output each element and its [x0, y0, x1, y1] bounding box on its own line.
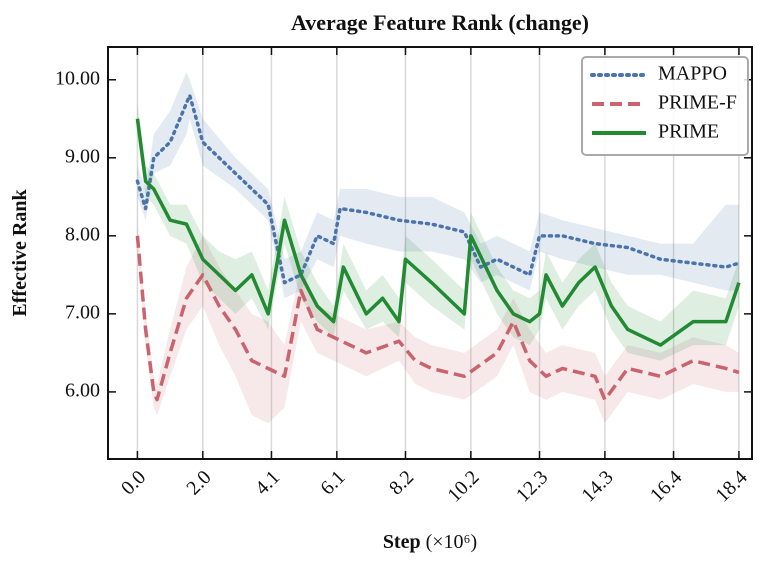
- y-tick-label: 6.00: [65, 379, 100, 401]
- legend-label: PRIME-F: [658, 92, 737, 114]
- legend-label: MAPPO: [658, 63, 727, 85]
- x-tick-label: 2.0: [182, 466, 215, 499]
- y-tick-label: 8.00: [65, 223, 100, 245]
- x-tick-label: 10.2: [443, 466, 483, 506]
- line: [135, 235, 740, 402]
- chart-title: Average Feature Rank (change): [291, 10, 589, 35]
- band: [137, 103, 739, 361]
- x-tick-label: 14.3: [577, 466, 617, 506]
- x-tick-label: 6.1: [316, 466, 349, 499]
- legend-label: PRIME: [658, 121, 719, 143]
- x-tick-label: 4.1: [251, 466, 284, 499]
- x-label: Step: [383, 531, 421, 553]
- x-label-unit: (×10⁶): [426, 531, 478, 553]
- x-tick-label: 18.4: [711, 466, 751, 506]
- x-tick-label: 8.2: [385, 466, 418, 499]
- line: [135, 93, 741, 285]
- x-tick-label: 12.3: [512, 466, 552, 506]
- y-tick-label: 10.00: [55, 67, 100, 89]
- y-tick-label: 7.00: [65, 301, 100, 323]
- y-axis-label: Effective Rank: [9, 189, 31, 317]
- x-tick-label: 16.4: [646, 466, 686, 506]
- band: [137, 71, 739, 299]
- x-axis-label: Step (×10⁶): [383, 531, 477, 553]
- x-tick-label: 0.0: [117, 466, 150, 499]
- plot-frame: [107, 46, 753, 460]
- y-tick-label: 9.00: [65, 145, 100, 167]
- legend-box: [581, 56, 749, 156]
- band: [137, 220, 739, 424]
- line: [135, 118, 741, 347]
